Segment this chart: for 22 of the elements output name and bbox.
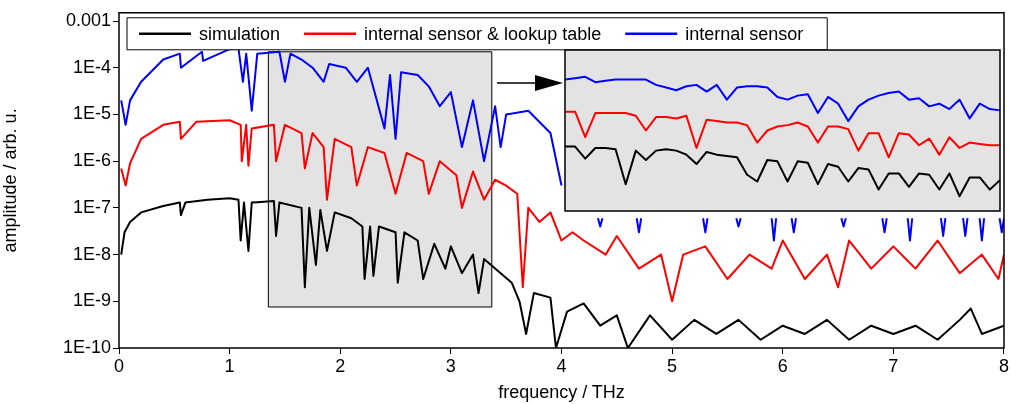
x-tick-label: 7 — [888, 355, 899, 376]
y-tick-label: 1E-6 — [72, 150, 111, 171]
x-tick-label: 2 — [335, 355, 346, 376]
y-tick-label: 1E-7 — [72, 196, 111, 217]
x-axis-title: frequency / THz — [498, 382, 625, 403]
x-tick-label: 5 — [667, 355, 678, 376]
y-tick-label: 1E-8 — [72, 243, 111, 264]
legend-label: internal sensor — [685, 23, 804, 44]
x-tick-label: 4 — [556, 355, 567, 376]
legend-label: simulation — [199, 23, 281, 44]
x-tick-label: 3 — [445, 355, 456, 376]
y-tick-label: 1E-4 — [72, 56, 111, 77]
y-tick-label: 1E-9 — [72, 290, 111, 311]
x-tick-label: 0 — [113, 355, 125, 376]
x-tick-label: 6 — [777, 355, 788, 376]
x-tick-label: 1 — [224, 355, 235, 376]
y-axis-title: amplitude / arb. u. — [0, 108, 20, 253]
y-tick-label: 1E-10 — [62, 336, 111, 357]
legend-label: internal sensor & lookup table — [364, 23, 602, 44]
x-tick-label: 8 — [998, 355, 1009, 376]
y-tick-label: 0.001 — [65, 9, 111, 30]
y-tick-label: 1E-5 — [72, 103, 111, 124]
